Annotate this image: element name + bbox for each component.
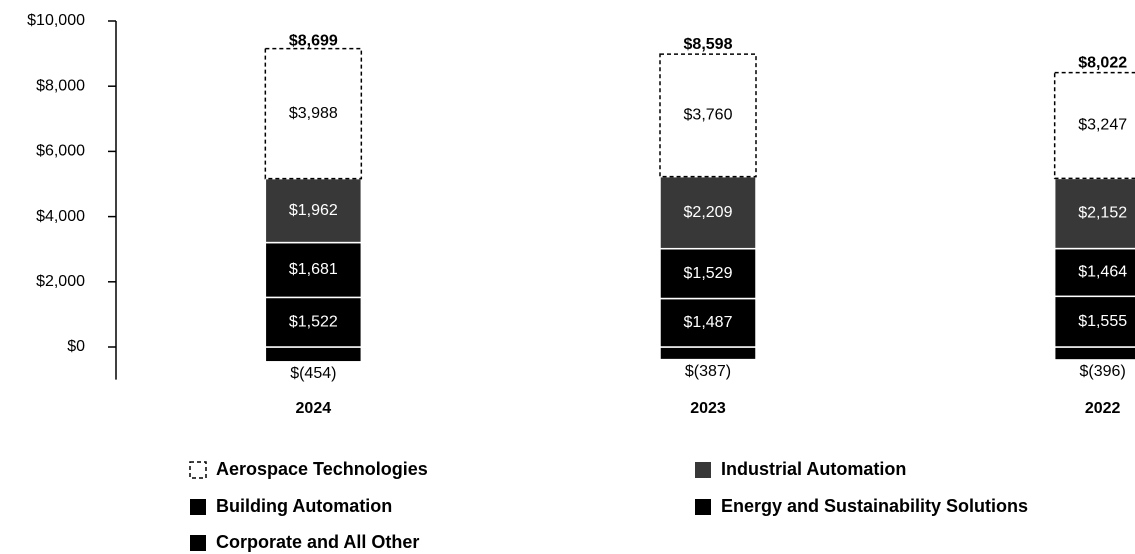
value-label: $2,209 [684,204,733,221]
x-tick-label: 2024 [296,400,332,417]
bar-segment [659,297,757,348]
value-label: $2,152 [1078,205,1127,222]
bar-segment [659,53,757,178]
legend-label: Industrial Automation [721,459,906,479]
bar-segment [264,47,363,180]
value-label: $3,988 [289,105,338,122]
bar-segment [1053,247,1135,298]
bar-segment [1053,71,1135,180]
value-label: $1,681 [289,261,338,278]
value-label: $1,464 [1078,264,1127,281]
y-tick-label: $10,000 [27,12,85,29]
value-label: $(396) [1080,363,1126,380]
total-label: $8,598 [684,36,733,53]
y-tick-label: $0 [67,338,85,355]
bar-segment [659,247,757,300]
legend-label: Corporate and All Other [216,532,419,552]
value-label: $1,962 [289,202,338,219]
y-tick-label: $8,000 [36,77,85,94]
bar-segment [1053,346,1135,361]
x-tick-label: 2023 [690,400,726,417]
legend-swatch [190,535,206,551]
value-label: $1,522 [289,313,338,330]
bar-segment [264,177,363,244]
legend-swatch [189,461,207,479]
legend-swatch [190,499,206,515]
legend-label: Aerospace Technologies [216,459,428,479]
value-label: $1,487 [684,314,733,331]
legend-swatch [695,499,711,515]
bar-segment [264,296,363,348]
y-tick-label: $2,000 [36,273,85,290]
value-label: $3,247 [1078,117,1127,134]
value-label: $(454) [290,365,336,382]
value-label: $1,529 [684,265,733,282]
value-label: $3,760 [684,107,733,124]
legend-label: Energy and Sustainability Solutions [721,496,1028,516]
value-label: $1,555 [1078,313,1127,330]
value-label: $(387) [685,363,731,380]
legend-label: Building Automation [216,496,392,516]
y-tick-label: $4,000 [36,208,85,225]
total-label: $8,699 [289,33,338,50]
total-label: $8,022 [1078,55,1127,72]
y-tick-label: $6,000 [36,143,85,160]
legend-swatch [695,462,711,478]
bar-segment [264,346,363,363]
bar-segment [1053,295,1135,348]
x-tick-label: 2022 [1085,400,1121,417]
bar-segment [264,241,363,299]
bar-segment [659,346,757,361]
